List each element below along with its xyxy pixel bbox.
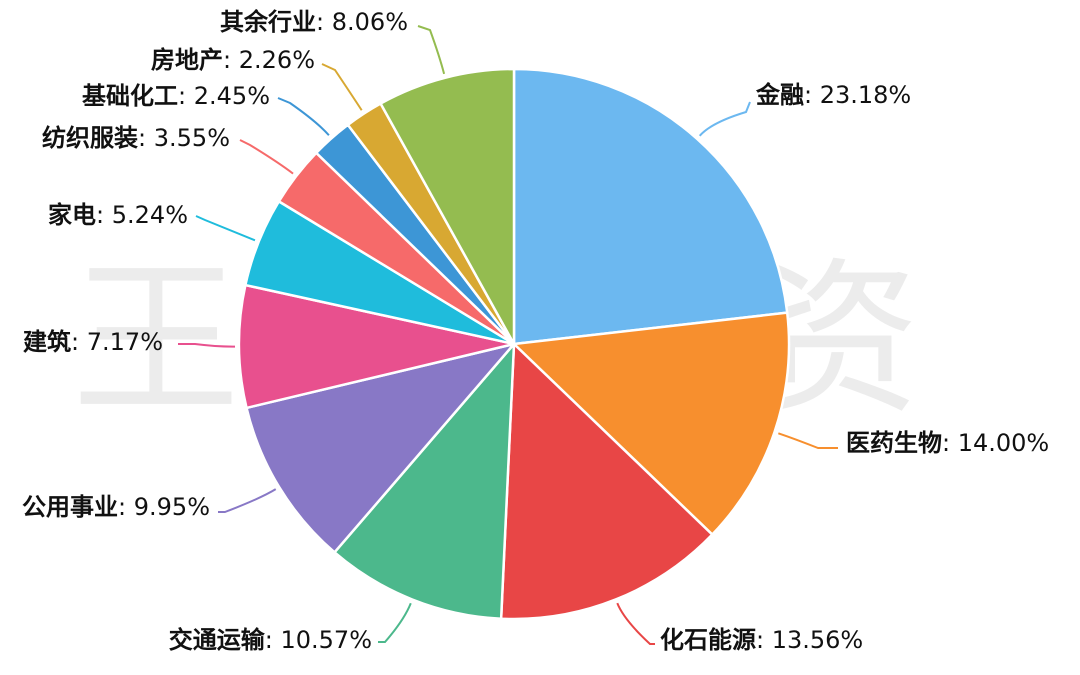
slice-7-percentage: 5.24% [112,201,188,229]
slice-9-label-separator: : [178,82,194,110]
slice-9-label: 基础化工: 2.45% [82,82,270,110]
slice-7-label-separator: : [96,201,112,229]
slice-11-wedge [379,67,516,346]
slice-7-label: 家电: 5.24% [48,201,188,229]
slice-8-percentage: 3.55% [154,124,230,152]
slice-9-category-name: 基础化工 [82,82,178,110]
slice-9-percentage: 2.45% [194,82,270,110]
slice-6-wedge [237,283,516,410]
slice-6-leader-line [178,343,236,348]
slice-7-category-name: 家电 [48,201,96,229]
slice-labels: 金融: 23.18% 医药生物: 14.00% 化石能源: 13.56% 交通运输: … [22,8,1049,654]
slice-2-category-name: 医药生物 [846,429,942,457]
slice-1-wedge [512,67,789,346]
slice-4-leader-line [378,602,412,643]
slice-6-label: 建筑: 7.17% [23,328,163,356]
slice-4-wedge [333,342,516,620]
slice-1-leader-line [698,101,751,137]
slice-6-label-separator: : [71,328,87,356]
slice-4-label-separator: : [265,626,281,654]
slice-2-leader-line [778,432,838,449]
slice-1-category-name: 金融 [755,81,804,109]
leader-lines [178,25,838,645]
slice-2-percentage: 14.00% [958,429,1050,457]
slice-10-label-separator: : [223,46,239,74]
slice-4-percentage: 10.57% [280,626,372,654]
slice-5-label-separator: : [118,493,134,521]
slice-4-label: 交通运输: 10.57% [169,626,372,654]
pie-slices [237,67,791,621]
slice-1-label-separator: : [804,81,820,109]
slice-5-leader-line [218,488,277,513]
slice-3-label: 化石能源: 13.56% [660,626,863,654]
slice-3-label-separator: : [756,626,772,654]
slice-11-label-separator: : [316,8,332,36]
slice-2-label: 医药生物: 14.00% [846,429,1049,457]
slice-3-percentage: 13.56% [772,626,864,654]
slice-9-leader-line [277,97,330,136]
slice-5-wedge [245,342,516,554]
slice-4-category-name: 交通运输 [169,626,266,654]
slice-6-category-name: 建筑 [23,328,71,356]
slice-11-percentage: 8.06% [332,8,408,36]
slice-2-wedge [512,311,791,536]
slice-2-label-separator: : [942,429,958,457]
slice-1-label: 金融: 23.18% [755,81,911,109]
slice-5-category-name: 公用事业 [22,493,118,521]
slice-10-percentage: 2.26% [239,46,315,74]
slice-10-leader-line [321,63,363,111]
slice-5-label: 公用事业: 9.95% [22,493,210,521]
slice-7-leader-line [195,215,256,242]
slice-5-percentage: 9.95% [134,493,210,521]
slice-11-leader-line [417,25,446,75]
slice-3-leader-line [616,602,655,645]
slice-6-percentage: 7.17% [87,328,163,356]
slice-10-label: 房地产: 2.26% [151,46,315,74]
slice-8-leader-line [239,139,294,175]
slice-3-category-name: 化石能源 [660,626,756,654]
slice-8-category-name: 纺织服装 [42,124,138,152]
slice-8-label: 纺织服装: 3.55% [42,124,230,152]
slice-11-label: 其余行业: 8.06% [220,8,408,36]
slice-11-category-name: 其余行业 [220,8,316,36]
slice-1-percentage: 23.18% [820,81,912,109]
slice-8-label-separator: : [138,124,154,152]
slice-3-wedge [499,342,714,621]
slice-10-category-name: 房地产 [151,46,223,74]
